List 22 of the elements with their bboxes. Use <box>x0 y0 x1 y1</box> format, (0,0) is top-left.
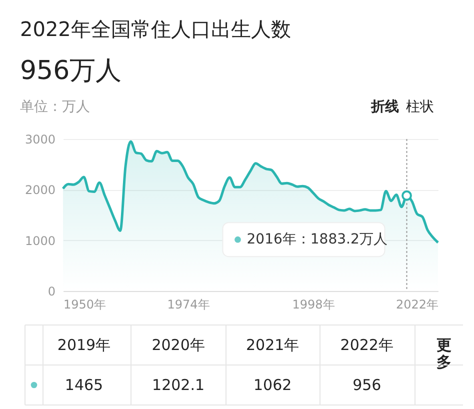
text: 折线 <box>370 99 399 115</box>
x-tick-label: 2022年 <box>396 298 438 312</box>
x-tick-label: 1998年 <box>292 298 335 312</box>
y-tick-label: 2000 <box>24 183 56 198</box>
text: 956 <box>352 376 382 394</box>
y-tick-label: 1000 <box>24 234 56 248</box>
x-tick-label: 1950年 <box>64 298 106 312</box>
annotation: 2016年：1883.2万人 <box>246 232 388 248</box>
chart-title: 2022年全国常住人口出生人数 <box>20 17 291 41</box>
text: 单位：万人 <box>20 99 90 115</box>
text: 1465 <box>64 376 104 394</box>
text: 2020年 <box>152 336 205 354</box>
text: 柱状 <box>406 99 434 115</box>
x-tick-label: 1974年 <box>167 298 210 312</box>
chart-subtitle: 956万人 <box>20 56 122 86</box>
text: 2021年 <box>246 336 300 354</box>
text: 2019年 <box>57 336 111 354</box>
y-tick-label: 0 <box>48 284 56 298</box>
text: 1062 <box>254 376 292 394</box>
text: 2022年 <box>340 336 394 354</box>
y-tick-label: 3000 <box>24 132 56 146</box>
text: 1202.1 <box>152 376 205 394</box>
